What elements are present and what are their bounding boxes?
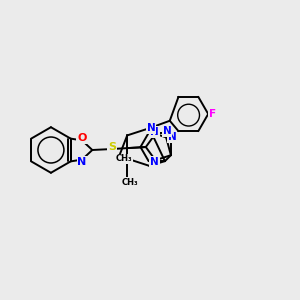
Text: N: N — [167, 132, 176, 142]
Text: F: F — [208, 109, 216, 119]
Text: N: N — [77, 157, 87, 167]
Text: N: N — [150, 127, 159, 137]
Text: N: N — [150, 157, 159, 167]
Text: N: N — [163, 126, 171, 136]
Text: N: N — [147, 123, 156, 133]
Text: CH₃: CH₃ — [116, 154, 133, 164]
Text: CH₃: CH₃ — [122, 178, 139, 187]
Text: S: S — [108, 142, 116, 152]
Text: O: O — [77, 133, 87, 143]
